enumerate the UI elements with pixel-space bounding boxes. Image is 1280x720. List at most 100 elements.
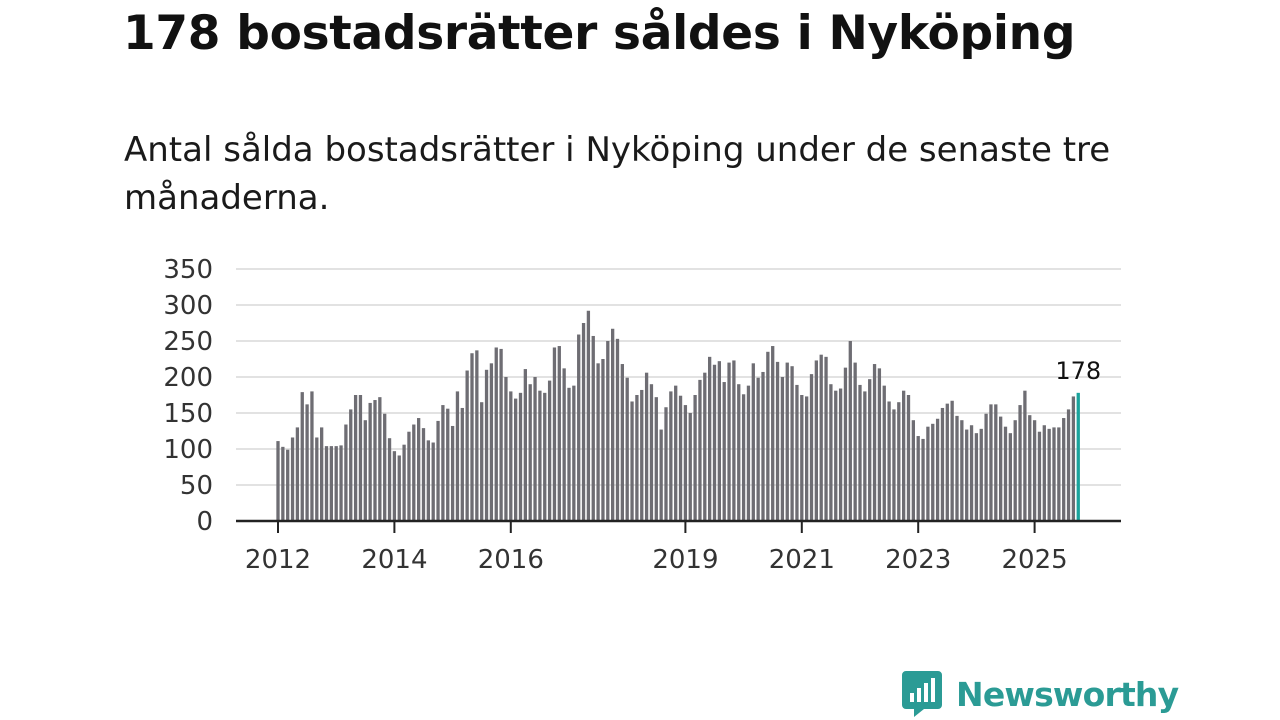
bar (1071, 396, 1076, 521)
x-tick-label: 2019 (652, 545, 718, 575)
bar (290, 437, 295, 521)
bar (654, 397, 658, 521)
newsworthy-logo-text: Newsworthy (956, 674, 1179, 714)
bar (712, 364, 717, 521)
bar (586, 310, 591, 521)
bar (606, 341, 610, 521)
bar (902, 390, 906, 521)
bar (615, 338, 620, 521)
bar (480, 402, 484, 521)
bar (945, 403, 949, 521)
bar (596, 363, 600, 521)
x-axis: 2012 2014 2016 2019 2021 2023 2025 (236, 519, 1121, 575)
y-tick-label: 350 (163, 255, 213, 285)
bar (344, 424, 348, 521)
bar (635, 395, 639, 521)
bar (465, 370, 469, 521)
bar (1008, 433, 1012, 521)
bar (664, 407, 668, 521)
bar (402, 444, 406, 521)
y-tick-label: 250 (163, 327, 213, 357)
bar (751, 363, 755, 521)
bar (858, 384, 862, 521)
bar (790, 366, 794, 521)
bar (819, 354, 823, 521)
bar (1018, 405, 1022, 521)
bar (877, 368, 882, 521)
x-tick-label: 2021 (769, 545, 835, 575)
bar (708, 356, 712, 521)
bar (387, 438, 392, 521)
bar (1047, 428, 1051, 521)
bar (455, 391, 460, 521)
bar (547, 380, 552, 521)
bar (295, 427, 300, 521)
bar (868, 379, 872, 521)
bar (543, 392, 547, 521)
bar (349, 409, 353, 521)
bar (780, 377, 785, 521)
highlight-data-label: 178 (1055, 357, 1101, 385)
bar (897, 402, 901, 521)
y-tick-label: 300 (163, 291, 213, 321)
bar (383, 413, 387, 521)
bar (669, 391, 673, 521)
chart-title: 178 bostadsrätter såldes i Nyköping (123, 6, 1076, 61)
y-tick-label: 0 (196, 507, 213, 537)
bar (926, 426, 930, 521)
x-tick-label: 2016 (478, 545, 544, 575)
bar (518, 392, 523, 521)
bar (324, 446, 329, 521)
bar (814, 360, 818, 521)
bar (698, 379, 702, 521)
bar (674, 385, 678, 521)
bar (417, 418, 421, 521)
bar (737, 384, 741, 521)
bar (499, 348, 503, 521)
bar (581, 323, 586, 521)
bar (528, 384, 532, 521)
data-labels: 178 (1055, 357, 1101, 385)
bar (305, 404, 309, 521)
bar (838, 388, 843, 521)
bar (514, 398, 518, 521)
bar (974, 433, 979, 521)
bar (630, 401, 634, 521)
bar (644, 372, 649, 521)
bar (688, 413, 692, 521)
bar (281, 446, 285, 521)
bar (339, 445, 343, 521)
bar (732, 360, 736, 521)
bar (1032, 420, 1037, 521)
bar (853, 362, 857, 521)
bar (746, 385, 751, 521)
bar (659, 429, 663, 521)
bar (843, 367, 848, 521)
bar (717, 361, 721, 521)
bar (475, 350, 479, 521)
bar (523, 369, 527, 521)
x-tick-label: 2014 (361, 545, 427, 575)
bar (567, 387, 571, 521)
bar (334, 446, 338, 521)
bar (829, 384, 833, 521)
bar (460, 407, 464, 521)
bar (955, 415, 959, 521)
bar (1052, 427, 1056, 521)
bar (809, 374, 814, 521)
bar (601, 359, 605, 521)
y-tick-label: 150 (163, 399, 213, 429)
bar (397, 455, 401, 521)
bar (940, 407, 945, 521)
bar (678, 395, 683, 521)
bar (761, 371, 765, 521)
y-axis-ticks: 0 50 100 150 200 250 300 350 (163, 255, 213, 537)
bar (320, 427, 324, 521)
bar (470, 353, 474, 521)
bar (591, 335, 595, 521)
bar (286, 449, 290, 521)
bar (489, 363, 494, 521)
bars (276, 310, 1080, 521)
x-tick-label: 2025 (1002, 545, 1068, 575)
bar (611, 328, 615, 521)
